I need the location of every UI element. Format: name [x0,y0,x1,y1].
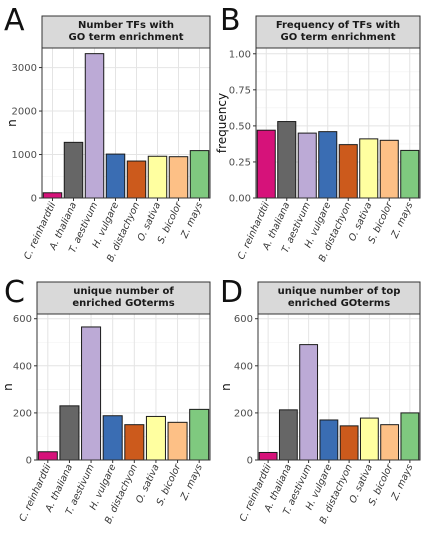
bar-zmays [189,408,210,461]
y-axis-label: n [1,383,15,391]
y-tick-label: 400 [13,361,32,372]
bar-taestivum [84,53,105,199]
bar-creinhardtii [42,192,63,199]
chart-title-line: GO term enrichment [281,32,396,43]
y-tick-label: 1000 [12,150,37,161]
bar-taestivum [299,344,319,461]
bar-taestivum [297,132,317,199]
bar-hvulgare [105,153,126,199]
y-tick-label: 3000 [12,63,37,74]
bar-hvulgare [319,419,339,461]
y-axis-label: n [5,119,19,127]
bar-creinhardtii [256,129,276,199]
x-tick-label: C. reinhardtii [236,200,272,261]
bar-athaliana [59,405,80,461]
bar-taestivum [81,326,102,461]
x-tick-label: C. reinhardtii [17,462,53,523]
bar-athaliana [277,121,297,199]
y-axis-label: frequency [215,93,229,153]
bar-athaliana [278,409,298,461]
y-tick-label: 0 [26,456,32,467]
bar-osativa [145,415,166,461]
bar-zmays [400,412,420,461]
y-tick-label: 0 [31,194,37,205]
strip-header [255,15,421,49]
bar-bdistachyon [126,160,147,199]
chart-title-line: Number TFs with [78,20,174,31]
bar-creinhardtii [37,451,58,461]
bar-osativa [147,155,168,199]
y-tick-label: 600 [234,314,253,325]
y-tick-label: 0.50 [229,121,251,132]
bar-osativa [359,138,379,199]
bar-sbicolor [168,156,189,199]
bar-sbicolor [167,421,188,461]
x-tick-label: C. reinhardtii [238,462,274,523]
bar-bdistachyon [338,144,358,199]
bar-bdistachyon [339,425,359,461]
y-tick-label: 0 [247,456,253,467]
bar-bdistachyon [124,424,145,461]
panel-letter: D [220,275,243,310]
y-tick-label: 200 [234,408,253,419]
y-tick-label: 0.00 [229,194,251,205]
plot-border [255,47,421,199]
y-tick-label: 200 [13,408,32,419]
bar-sbicolor [380,424,400,461]
chart-title-line: unique number of top [278,286,401,297]
bar-athaliana [63,141,84,199]
strip-header [41,15,211,49]
plot-border [257,313,421,461]
y-tick-label: 1.00 [229,49,251,60]
strip-header [257,281,421,315]
plot-border [41,47,211,199]
y-tick-label: 600 [13,314,32,325]
panel-letter: B [220,3,241,38]
bar-zmays [400,149,420,199]
y-axis-label: n [219,383,233,391]
y-tick-label: 0.25 [229,157,251,168]
x-tick-label: C. reinhardtii [22,200,58,261]
bar-creinhardtii [258,451,278,461]
bar-hvulgare [102,415,123,461]
chart-title-line: GO term enrichment [69,32,184,43]
chart-title-line: unique number of [73,286,174,297]
panel-letter: C [4,275,25,310]
y-tick-label: 0.75 [229,85,251,96]
chart-title-line: enriched GOterms [288,298,390,309]
bar-zmays [189,150,210,199]
panel-letter: A [4,3,25,38]
plot-border [36,313,211,461]
y-tick-label: 2000 [12,107,37,118]
chart-title-line: Frequency of TFs with [276,20,400,31]
bar-sbicolor [379,139,399,199]
chart-title-line: enriched GOterms [72,298,174,309]
bar-hvulgare [318,131,338,199]
bar-osativa [359,417,379,461]
y-tick-label: 400 [234,361,253,372]
